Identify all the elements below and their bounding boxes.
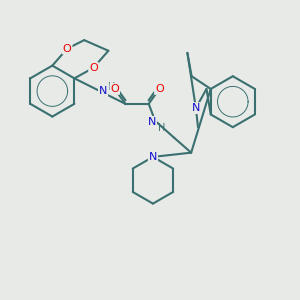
Text: N: N — [192, 103, 200, 113]
Text: O: O — [89, 63, 98, 73]
Text: N: N — [149, 152, 157, 162]
Text: O: O — [110, 84, 119, 94]
Text: H: H — [158, 123, 165, 133]
Text: N: N — [148, 117, 156, 127]
Text: O: O — [63, 44, 72, 54]
Text: N: N — [99, 86, 107, 96]
Text: O: O — [155, 84, 164, 94]
Text: H: H — [108, 82, 115, 92]
